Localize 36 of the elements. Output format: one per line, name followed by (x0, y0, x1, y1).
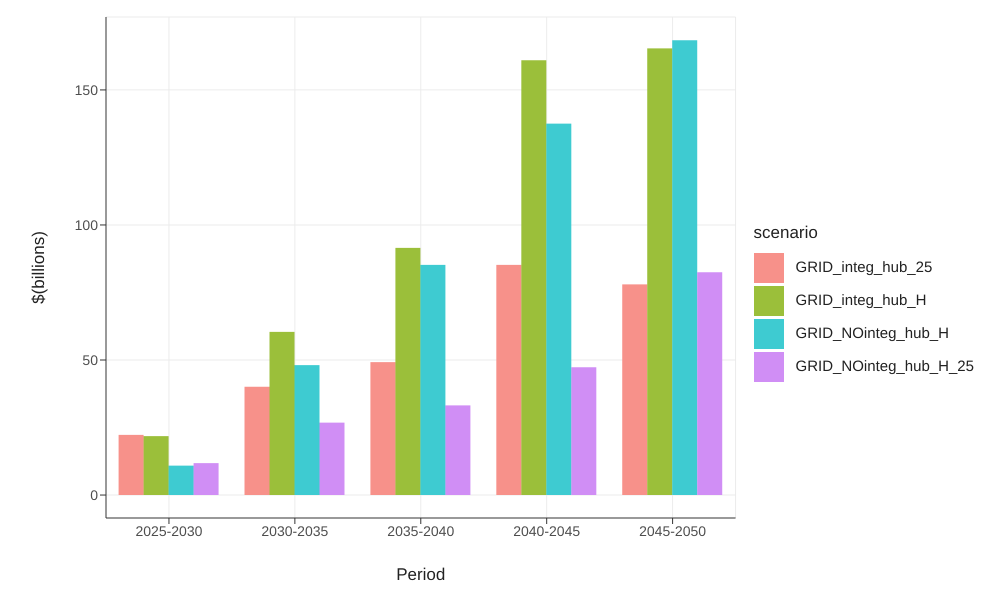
bar (420, 264, 446, 496)
x-tick-label: 2035-2040 (387, 522, 454, 539)
y-tick-label: 50 (82, 352, 98, 368)
y-tick-label: 150 (74, 82, 98, 98)
x-tick-label: 2040-2045 (513, 522, 580, 539)
bar (294, 365, 320, 496)
bar (194, 463, 219, 496)
x-tick-label: 2025-2030 (135, 522, 203, 539)
y-tick-label: 0 (90, 487, 98, 504)
bar (697, 272, 722, 496)
legend-label: GRID_integ_hub_25 (796, 259, 932, 276)
bar (622, 284, 648, 496)
bar (571, 367, 596, 496)
bar (546, 124, 572, 496)
legend-label: GRID_NOinteg_hub_H_25 (796, 358, 974, 375)
bar (320, 422, 344, 496)
legend-label: GRID_NOinteg_hub_H (796, 325, 949, 342)
x-axis-title: Period (396, 565, 446, 584)
x-tick-label: 2045-2050 (639, 522, 706, 539)
bar (496, 264, 522, 496)
bar (445, 405, 470, 496)
bar (521, 60, 546, 496)
legend-label: GRID_integ_hub_H (796, 292, 926, 309)
y-tick-label: 100 (74, 216, 98, 233)
bar (370, 362, 396, 496)
y-axis-title: $(billions) (29, 231, 48, 304)
bar (672, 40, 698, 496)
bar (647, 48, 672, 496)
bar (244, 386, 270, 496)
legend-title: scenario (754, 223, 819, 243)
bar (395, 248, 420, 496)
bar (270, 332, 294, 496)
bar (168, 466, 194, 496)
bar (118, 434, 144, 496)
bar (144, 436, 169, 496)
x-tick-label: 2030-2035 (261, 522, 329, 539)
